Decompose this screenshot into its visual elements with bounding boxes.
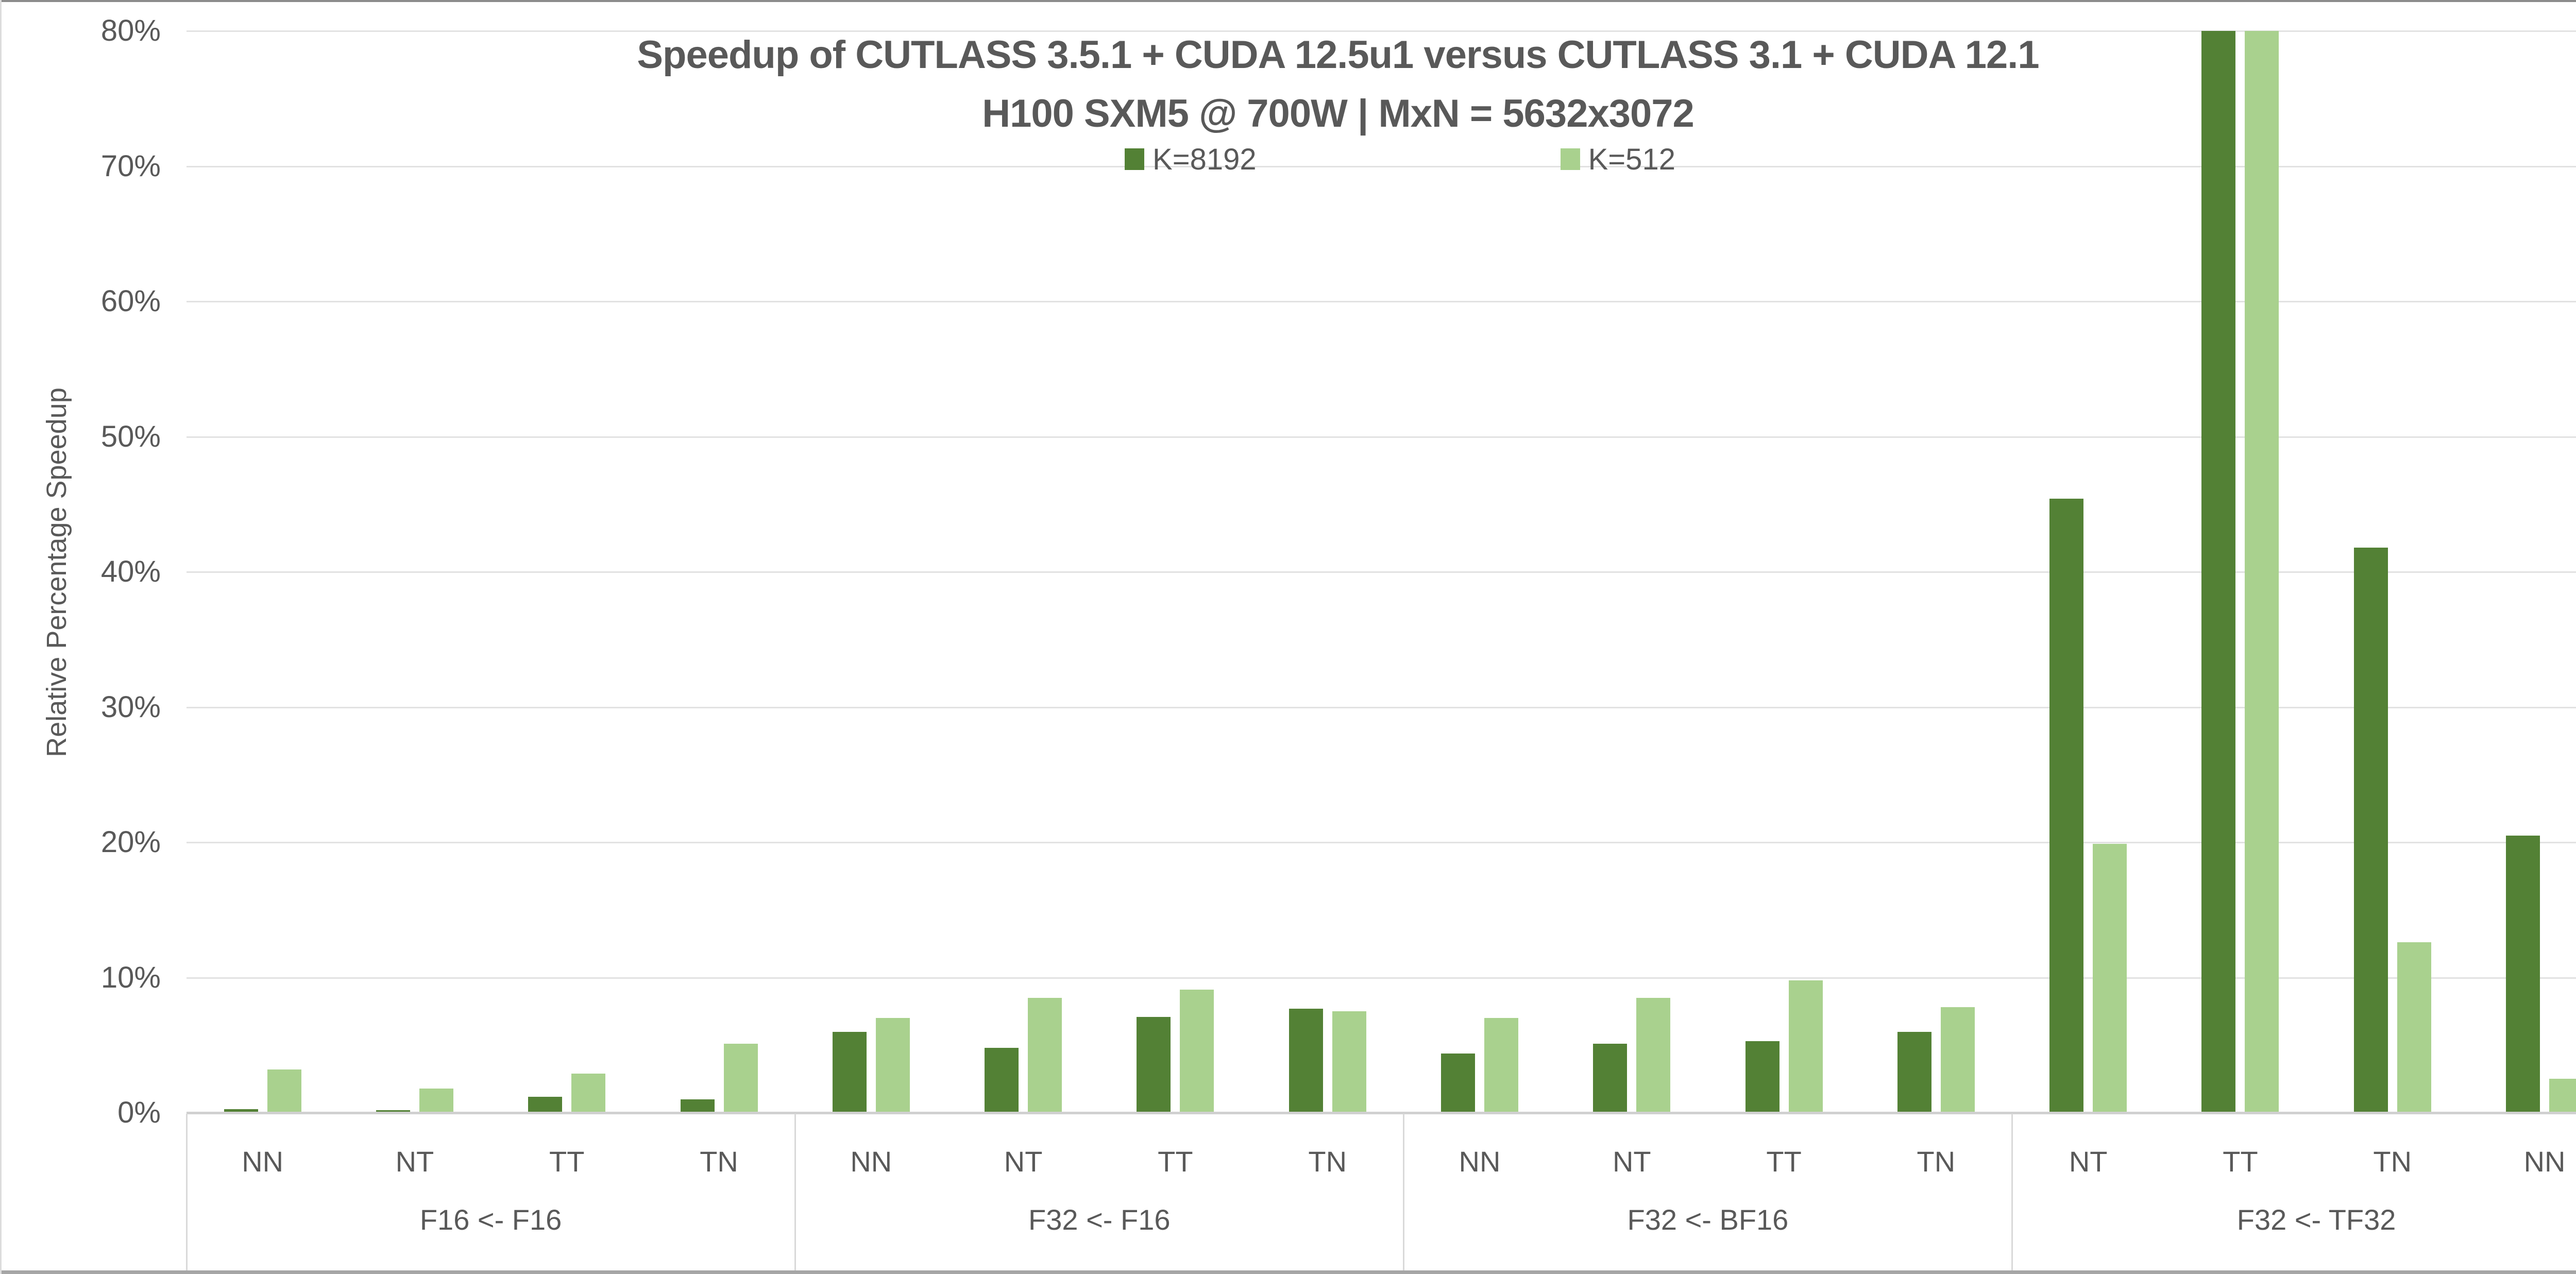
- x-group-f32-f16: F32 <- F16: [1028, 1203, 1171, 1236]
- bar-k-512-f16-f16-nn-0: [267, 1069, 301, 1113]
- x-category-f32-tf32-tn-14: TN: [2373, 1145, 2412, 1178]
- x-category-f32-f16-nn-4: NN: [850, 1145, 892, 1178]
- group-separator-1: [794, 1114, 796, 1271]
- bar-k-512-f32-tf32-nt-12: [2093, 843, 2127, 1113]
- x-category-f32-bf16-tt-10: TT: [1766, 1145, 1802, 1178]
- legend-label-k-8192: K=8192: [1153, 142, 1257, 176]
- bar-k-8192-f16-f16-tt-2: [528, 1096, 563, 1113]
- bar-k-512-f32-tf32-tt-13: [2245, 31, 2279, 1113]
- legend: K=8192 K=512: [0, 142, 2576, 177]
- x-category-f32-bf16-nt-9: NT: [1612, 1145, 1651, 1178]
- bar-k-8192-f32-f16-nn-4: [832, 1031, 867, 1113]
- bar-k-512-f32-bf16-nt-9: [1636, 997, 1671, 1113]
- y-tick-50pct: 50%: [100, 419, 161, 453]
- bar-k-512-f32-bf16-tt-10: [1788, 980, 1823, 1113]
- legend-item-k-512: K=512: [1560, 142, 1675, 177]
- legend-label-k-512: K=512: [1588, 142, 1675, 176]
- x-group-f32-bf16: F32 <- BF16: [1627, 1203, 1789, 1236]
- bar-k-8192-f32-tf32-nt-12: [2049, 499, 2084, 1113]
- y-tick-30pct: 30%: [100, 690, 161, 724]
- left-border: [0, 0, 2, 1274]
- x-category-f32-f16-nt-5: NT: [1004, 1145, 1043, 1178]
- y-tick-70pct: 70%: [100, 149, 161, 183]
- y-tick-60pct: 60%: [100, 284, 161, 318]
- bar-k-512-f32-f16-tn-7: [1332, 1011, 1366, 1113]
- x-category-f32-tf32-nt-12: NT: [2069, 1145, 2108, 1178]
- bar-k-8192-f32-bf16-tt-10: [1745, 1041, 1780, 1113]
- group-separator-0: [185, 1114, 188, 1271]
- bar-k-8192-f32-bf16-tn-11: [1897, 1031, 1931, 1113]
- bar-k-512-f16-f16-nt-1: [419, 1088, 453, 1113]
- gridline-70pct: [187, 165, 2576, 167]
- bar-k-512-f32-f16-nt-5: [1028, 997, 1062, 1113]
- chart-title-line2: H100 SXM5 @ 700W | MxN = 5632x3072: [982, 92, 1694, 135]
- bar-k-512-f32-bf16-nn-8: [1484, 1018, 1518, 1113]
- bar-k-512-f32-f16-nn-4: [875, 1018, 910, 1113]
- x-category-f32-tf32-nn-15: NN: [2523, 1145, 2566, 1178]
- gridline-20pct: [187, 842, 2576, 843]
- bar-k-8192-f16-f16-nn-0: [224, 1109, 258, 1113]
- bar-k-8192-f32-tf32-tn-14: [2353, 547, 2388, 1113]
- bar-k-512-f16-f16-tt-2: [571, 1073, 606, 1113]
- x-group-f32-tf32: F32 <- TF32: [2236, 1203, 2396, 1236]
- y-tick-40pct: 40%: [100, 555, 161, 588]
- x-category-f32-f16-tn-7: TN: [1308, 1145, 1347, 1178]
- x-category-f32-f16-tt-6: TT: [1158, 1145, 1193, 1178]
- bar-k-512-f16-f16-tn-3: [723, 1044, 758, 1113]
- bar-k-8192-f32-bf16-nt-9: [1593, 1044, 1628, 1113]
- bar-k-8192-f32-f16-tn-7: [1289, 1008, 1323, 1113]
- bar-k-8192-f32-f16-nt-5: [985, 1048, 1019, 1113]
- y-tick-0pct: 0%: [117, 1096, 161, 1129]
- bar-k-8192-f32-bf16-nn-8: [1441, 1053, 1475, 1113]
- x-category-f32-bf16-tn-11: TN: [1917, 1145, 1956, 1178]
- x-category-f32-bf16-nn-8: NN: [1459, 1145, 1501, 1178]
- x-category-f16-f16-nn-0: NN: [242, 1145, 284, 1178]
- bar-k-512-f32-tf32-tn-14: [2397, 942, 2431, 1113]
- top-border: [0, 0, 2576, 2]
- legend-swatch-k-8192: [1125, 148, 1145, 170]
- bar-k-8192-f32-f16-tt-6: [1137, 1016, 1171, 1113]
- x-group-f16-f16: F16 <- F16: [419, 1203, 562, 1236]
- legend-swatch-k-512: [1560, 148, 1580, 170]
- gridline-60pct: [187, 301, 2576, 302]
- y-tick-20pct: 20%: [100, 825, 161, 859]
- bar-k-8192-f16-f16-tn-3: [680, 1099, 715, 1113]
- bar-k-512-f32-f16-tt-6: [1180, 990, 1214, 1113]
- bar-k-512-f32-tf32-nn-15: [2549, 1079, 2576, 1113]
- chart-title-line1: Speedup of CUTLASS 3.5.1 + CUDA 12.5u1 v…: [637, 33, 2039, 77]
- gridline-10pct: [187, 977, 2576, 979]
- bar-k-8192-f32-tf32-nn-15: [2506, 835, 2540, 1113]
- group-separator-2: [1402, 1114, 1404, 1271]
- gridline-40pct: [187, 571, 2576, 573]
- x-axis-line: [187, 1112, 2576, 1114]
- bar-k-8192-f32-tf32-tt-13: [2201, 31, 2236, 1113]
- x-category-f16-f16-tn-3: TN: [700, 1145, 738, 1178]
- x-category-f32-tf32-tt-13: TT: [2223, 1145, 2258, 1178]
- bar-k-512-f32-bf16-tn-11: [1940, 1007, 1975, 1113]
- gridline-80pct: [187, 30, 2576, 32]
- bar-k-8192-f16-f16-nt-1: [376, 1110, 410, 1113]
- y-tick-80pct: 80%: [100, 14, 161, 47]
- y-tick-10pct: 10%: [100, 960, 161, 994]
- x-category-f16-f16-tt-2: TT: [549, 1145, 585, 1178]
- gridline-50pct: [187, 436, 2576, 438]
- x-category-f16-f16-nt-1: NT: [395, 1145, 434, 1178]
- legend-item-k-8192: K=8192: [1125, 142, 1257, 177]
- bottom-border: [0, 1270, 2576, 1274]
- chart-title: Speedup of CUTLASS 3.5.1 + CUDA 12.5u1 v…: [0, 26, 2576, 143]
- gridline-30pct: [187, 706, 2576, 708]
- group-separator-3: [2011, 1114, 2013, 1271]
